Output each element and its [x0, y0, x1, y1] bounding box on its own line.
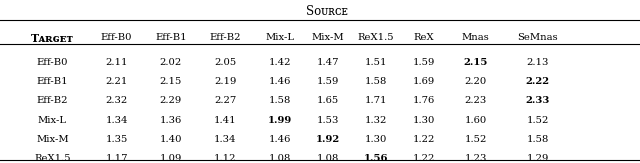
Text: Mix-L: Mix-L — [265, 33, 294, 42]
Text: 1.30: 1.30 — [413, 116, 435, 125]
Text: 1.46: 1.46 — [269, 135, 291, 144]
Text: 2.13: 2.13 — [527, 58, 548, 67]
Text: 1.30: 1.30 — [365, 135, 387, 144]
Text: 1.32: 1.32 — [365, 116, 387, 125]
Text: 2.29: 2.29 — [160, 96, 182, 105]
Text: 1.42: 1.42 — [268, 58, 291, 67]
Text: 1.76: 1.76 — [413, 96, 435, 105]
Text: 1.69: 1.69 — [413, 77, 435, 86]
Text: 1.52: 1.52 — [465, 135, 486, 144]
Text: 1.56: 1.56 — [364, 154, 388, 163]
Text: Sᴏᴜʀᴄᴇ: Sᴏᴜʀᴄᴇ — [306, 5, 348, 18]
Text: 1.22: 1.22 — [413, 135, 435, 144]
Text: 1.34: 1.34 — [105, 116, 128, 125]
Text: 1.58: 1.58 — [365, 77, 387, 86]
Text: 2.22: 2.22 — [525, 77, 550, 86]
Text: 1.12: 1.12 — [214, 154, 237, 163]
Text: 1.08: 1.08 — [317, 154, 339, 163]
Text: Eff-B0: Eff-B0 — [36, 58, 68, 67]
Text: Eff-B1: Eff-B1 — [36, 77, 68, 86]
Text: 2.33: 2.33 — [525, 96, 550, 105]
Text: ReX1.5: ReX1.5 — [357, 33, 394, 42]
Text: 1.09: 1.09 — [160, 154, 182, 163]
Text: 1.41: 1.41 — [214, 116, 237, 125]
Text: 1.58: 1.58 — [269, 96, 291, 105]
Text: 1.59: 1.59 — [413, 58, 435, 67]
Text: 1.47: 1.47 — [316, 58, 339, 67]
Text: Eff-B1: Eff-B1 — [155, 33, 187, 42]
Text: 1.99: 1.99 — [268, 116, 292, 125]
Text: 2.27: 2.27 — [214, 96, 236, 105]
Text: 2.15: 2.15 — [160, 77, 182, 86]
Text: 1.08: 1.08 — [269, 154, 291, 163]
Text: 2.19: 2.19 — [214, 77, 236, 86]
Text: 1.51: 1.51 — [364, 58, 387, 67]
Text: Mix-L: Mix-L — [38, 116, 67, 125]
Text: 1.71: 1.71 — [364, 96, 387, 105]
Text: Eff-B2: Eff-B2 — [209, 33, 241, 42]
Text: 1.36: 1.36 — [160, 116, 182, 125]
Text: 2.21: 2.21 — [106, 77, 127, 86]
Text: 1.65: 1.65 — [317, 96, 339, 105]
Text: 2.32: 2.32 — [106, 96, 127, 105]
Text: 1.46: 1.46 — [269, 77, 291, 86]
Text: Mix-M: Mix-M — [36, 135, 68, 144]
Text: 2.02: 2.02 — [160, 58, 182, 67]
Text: 2.15: 2.15 — [463, 58, 488, 67]
Text: 1.52: 1.52 — [527, 116, 548, 125]
Text: Mnas: Mnas — [461, 33, 490, 42]
Text: 1.22: 1.22 — [413, 154, 435, 163]
Text: 1.58: 1.58 — [527, 135, 548, 144]
Text: 2.05: 2.05 — [214, 58, 236, 67]
Text: ReX: ReX — [413, 33, 434, 42]
Text: Mix-M: Mix-M — [312, 33, 344, 42]
Text: ReX1.5: ReX1.5 — [34, 154, 71, 163]
Text: SeMnas: SeMnas — [517, 33, 558, 42]
Text: 2.20: 2.20 — [465, 77, 486, 86]
Text: 1.60: 1.60 — [465, 116, 486, 125]
Text: Tᴀʀɢᴇᴛ: Tᴀʀɢᴇᴛ — [31, 33, 74, 44]
Text: 1.29: 1.29 — [527, 154, 548, 163]
Text: Eff-B0: Eff-B0 — [100, 33, 132, 42]
Text: 1.17: 1.17 — [105, 154, 128, 163]
Text: 1.92: 1.92 — [316, 135, 340, 144]
Text: 1.59: 1.59 — [317, 77, 339, 86]
Text: 2.11: 2.11 — [105, 58, 128, 67]
Text: 1.23: 1.23 — [465, 154, 486, 163]
Text: 1.40: 1.40 — [159, 135, 182, 144]
Text: 1.53: 1.53 — [317, 116, 339, 125]
Text: Eff-B2: Eff-B2 — [36, 96, 68, 105]
Text: 1.34: 1.34 — [214, 135, 237, 144]
Text: 2.23: 2.23 — [465, 96, 486, 105]
Text: 1.35: 1.35 — [106, 135, 127, 144]
